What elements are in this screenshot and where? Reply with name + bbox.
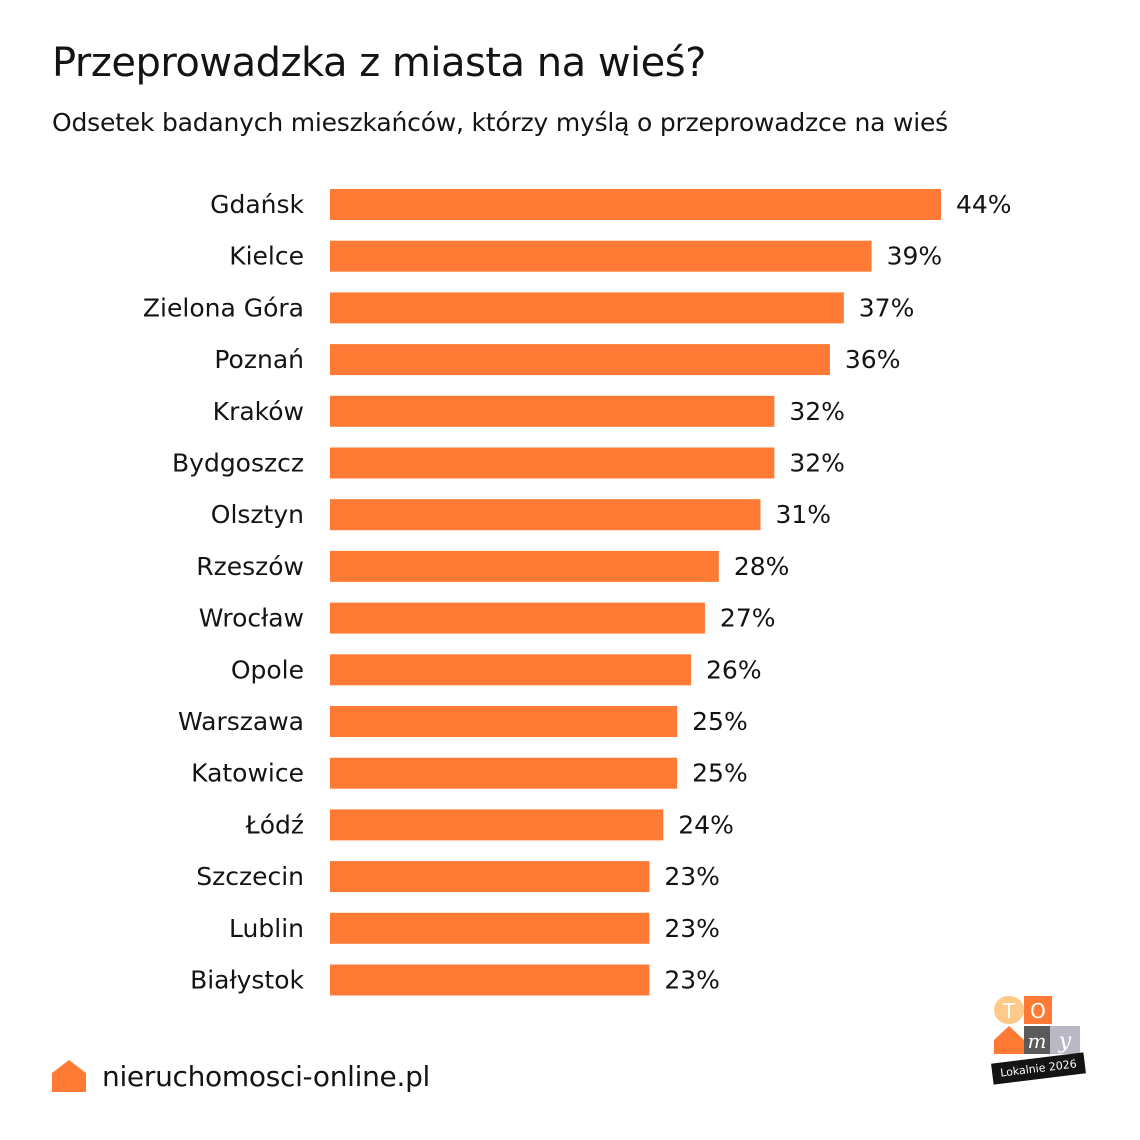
- tomy-logo: T O m y: [994, 996, 1080, 1054]
- site-name: nieruchomosci-online.pl: [102, 1059, 431, 1093]
- value-label: 25%: [692, 707, 748, 736]
- value-label: 44%: [956, 190, 1012, 219]
- bar: [330, 757, 678, 789]
- site-footer: nieruchomosci-online.pl: [52, 1056, 430, 1096]
- bar: [330, 654, 692, 686]
- bar: [330, 344, 830, 376]
- value-label: 27%: [720, 604, 776, 633]
- bar: [330, 292, 844, 324]
- category-label: Olsztyn: [211, 500, 304, 529]
- value-label: 31%: [775, 500, 831, 529]
- bar: [330, 550, 719, 582]
- category-label: Szczecin: [196, 862, 304, 891]
- value-label: 36%: [845, 345, 901, 374]
- value-label: 26%: [706, 655, 762, 684]
- category-label: Bydgoszcz: [172, 449, 304, 478]
- house-icon: [52, 1060, 86, 1092]
- bar: [330, 809, 664, 841]
- category-label: Zielona Góra: [143, 293, 304, 322]
- chart-title: Przeprowadzka z miasta na wieś?: [52, 40, 706, 86]
- logo-letter-y: y: [1058, 1029, 1072, 1054]
- value-label: 28%: [734, 552, 790, 581]
- category-label: Opole: [231, 655, 304, 684]
- bar: [330, 499, 761, 531]
- chart-subtitle: Odsetek badanych mieszkańców, którzy myś…: [52, 108, 948, 137]
- category-label: Warszawa: [178, 707, 304, 736]
- bar: [330, 240, 872, 272]
- bar: [330, 912, 650, 944]
- bar: [330, 964, 650, 996]
- value-label: 25%: [692, 759, 748, 788]
- bar: [330, 189, 941, 220]
- bar: [330, 602, 705, 634]
- bar: [330, 395, 775, 427]
- bar: [330, 706, 678, 737]
- logo-letter-t: T: [1002, 999, 1016, 1023]
- logo-letter-o: O: [1030, 999, 1046, 1023]
- value-label: 23%: [664, 914, 720, 943]
- value-label: 32%: [789, 397, 845, 426]
- value-label: 23%: [664, 966, 720, 995]
- value-label: 39%: [887, 242, 943, 271]
- category-label: Łódź: [245, 810, 304, 839]
- bar: [330, 447, 775, 479]
- value-label: 32%: [789, 449, 845, 478]
- value-label: 24%: [678, 810, 734, 839]
- category-label: Gdańsk: [210, 190, 304, 219]
- category-label: Rzeszów: [196, 552, 304, 581]
- category-label: Lublin: [229, 914, 304, 943]
- tomy-logo-badge: T O m y Lokalnie 2026: [984, 988, 1094, 1098]
- value-label: 23%: [664, 862, 720, 891]
- category-label: Kielce: [229, 242, 304, 271]
- logo-letter-m: m: [1028, 1029, 1047, 1053]
- category-label: Poznań: [214, 345, 304, 374]
- value-label: 37%: [859, 293, 915, 322]
- category-label: Wrocław: [199, 604, 304, 633]
- category-label: Kraków: [213, 397, 304, 426]
- category-label: Katowice: [191, 759, 304, 788]
- category-label: Białystok: [190, 966, 304, 995]
- bar: [330, 861, 650, 893]
